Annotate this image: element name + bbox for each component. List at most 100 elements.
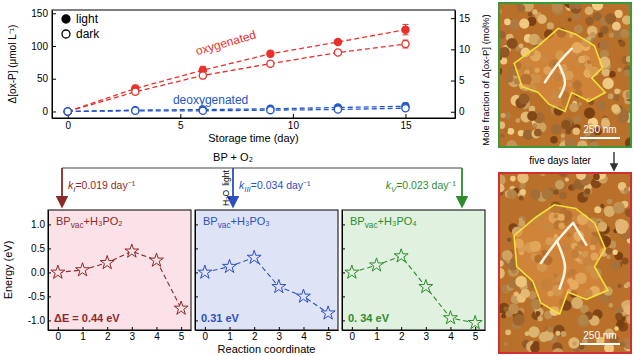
tick: [195, 320, 198, 321]
tick: [342, 320, 345, 321]
error-bar: [267, 51, 273, 56]
tick-mark: [48, 296, 51, 297]
afm-grain: [534, 129, 542, 137]
tick-mark: [195, 248, 198, 249]
afm-grain: [547, 22, 554, 29]
tick: 5: [451, 75, 465, 86]
tick: 0: [350, 327, 356, 342]
afm-image: 250 nm: [493, 167, 634, 356]
tick-label: -0.5: [28, 291, 46, 302]
tick-mark: [451, 49, 455, 50]
afm-grain: [547, 327, 553, 333]
afm-grain: [500, 133, 505, 138]
tick-label: 1: [80, 331, 86, 342]
tick: 15: [451, 13, 471, 24]
tick-label: 15: [400, 120, 412, 131]
afm-grain: [585, 17, 594, 26]
afm-grain: [617, 68, 621, 72]
afm-grain: [551, 124, 562, 135]
afm-grain: [578, 102, 582, 106]
tick-mark: [48, 224, 51, 225]
afm-grain: [598, 32, 603, 37]
flake-ridge: [573, 223, 586, 245]
afm-grain: [607, 199, 613, 205]
afm-grain: [520, 189, 526, 195]
error-bar: [267, 61, 273, 66]
afm-grain: [559, 192, 567, 200]
afm-grain: [609, 71, 616, 78]
tick-label: 5: [473, 331, 479, 342]
afm-grain: [501, 113, 506, 118]
axis-line: [196, 330, 339, 331]
tick-mark: [279, 327, 280, 330]
reaction-arrow: [461, 168, 463, 206]
afm-grain: [612, 22, 621, 31]
text-part: +H₃PO₂: [84, 215, 123, 227]
tick-label: 15: [459, 13, 471, 24]
energy-panel: 012345Reaction coordinateBPvac+H₃PO₃0.31…: [195, 210, 339, 355]
tick: 0.5: [31, 243, 51, 254]
subscript: vac: [218, 221, 231, 230]
tick-label: 1: [374, 331, 380, 342]
top-chart: 051015050100150051015Storage time (day)Δ…: [7, 8, 491, 146]
axis-line: [455, 11, 456, 119]
afm-grain: [554, 190, 559, 195]
text-part: +H₃PO₄: [378, 215, 418, 227]
tick: 1: [80, 327, 86, 342]
tick-label: 50: [37, 73, 49, 84]
afm-grain: [618, 284, 622, 288]
afm-grain: [521, 289, 530, 298]
tick-mark: [195, 272, 198, 273]
subscript: vac: [71, 221, 84, 230]
tick: [342, 272, 345, 273]
afm-grain: [613, 94, 620, 101]
energy-panel: 012345-1.0-0.50.00.51.0Energy (eV)BPvac+…: [2, 210, 192, 342]
afm-grain: [568, 337, 579, 348]
error-bar: [200, 72, 206, 79]
afm-grain: [565, 177, 569, 181]
tick-label: 10: [459, 44, 471, 55]
afm-grain: [608, 93, 614, 99]
tick: 3: [277, 327, 283, 342]
annotation: oxygenated: [194, 28, 258, 59]
afm-grain: [504, 19, 511, 26]
afm-grain: [561, 134, 565, 138]
tick-mark: [48, 320, 51, 321]
plot-area: [198, 250, 335, 319]
afm-grain: [602, 78, 613, 89]
marker: [132, 88, 139, 95]
tick: 1: [374, 327, 380, 342]
afm-grain: [599, 40, 609, 50]
marker: [402, 26, 409, 33]
tick-mark: [342, 296, 345, 297]
marker: [64, 108, 71, 115]
marker: [247, 250, 261, 263]
tick-mark: [52, 46, 56, 47]
tick-mark: [451, 112, 455, 113]
tick-mark: [156, 327, 157, 330]
afm-grain: [519, 94, 530, 105]
afm-grain: [542, 189, 553, 200]
tick-mark: [52, 111, 56, 112]
afm-grain: [501, 313, 506, 318]
afm-grain: [593, 173, 600, 180]
marker: [334, 38, 341, 45]
figure-svg: 051015050100150051015Storage time (day)Δ…: [0, 0, 634, 356]
afm-grain: [502, 250, 513, 261]
y-axis: [195, 211, 198, 331]
afm-grain: [596, 101, 606, 111]
y-axis: -1.0-0.50.00.51.0: [28, 211, 51, 331]
afm-grain: [620, 29, 629, 38]
tick-label: 0: [459, 106, 465, 117]
afm-grain: [527, 111, 537, 121]
marker: [174, 301, 188, 314]
marker: [370, 258, 384, 271]
x-axis: 051015: [53, 114, 456, 131]
afm-grain: [606, 248, 612, 254]
afm-grain: [626, 282, 631, 287]
axis-line: [48, 211, 49, 331]
afm-grain: [505, 329, 511, 335]
afm-grain: [613, 202, 625, 214]
tick-label: 5: [178, 120, 184, 131]
afm-grain: [561, 120, 571, 130]
